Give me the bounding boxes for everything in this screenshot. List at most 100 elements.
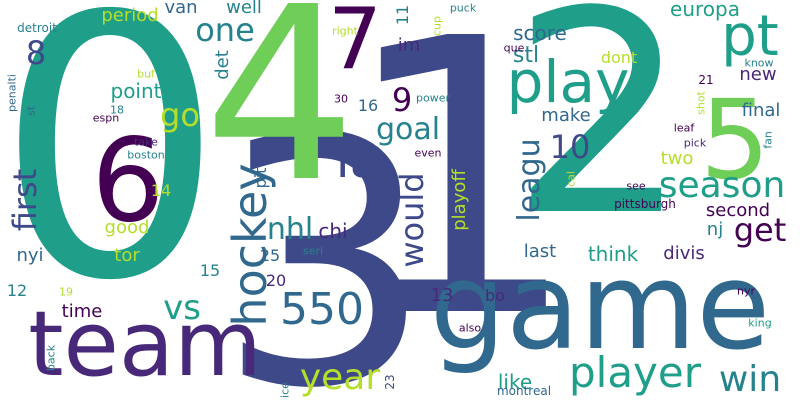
word-550: 550 <box>280 284 364 335</box>
word-3: 3 <box>216 67 434 400</box>
word-go: go <box>160 96 200 134</box>
word-europa: europa <box>670 0 740 21</box>
word-6: 6 <box>91 114 165 249</box>
word-25: 25 <box>259 246 281 265</box>
word-stl: stl <box>512 43 540 68</box>
word-new: new <box>739 64 777 85</box>
word-det: det <box>212 50 233 80</box>
word-seri: seri <box>302 244 324 258</box>
word-know: know <box>744 56 774 70</box>
word-like: like <box>497 370 533 394</box>
word-nyr: nyr <box>736 284 756 298</box>
word-15: 15 <box>199 261 221 280</box>
word-team: team <box>28 292 262 397</box>
word-fan: fan <box>761 131 775 149</box>
word-nj: nj <box>706 219 724 240</box>
word-two: two <box>660 148 694 169</box>
word-espn: espn <box>92 111 120 125</box>
word-cal: cal <box>564 171 578 187</box>
word-boston: boston <box>127 148 165 162</box>
word-leaf: leaf <box>673 121 695 135</box>
word-puck: puck <box>449 1 477 15</box>
word-divis: divis <box>663 243 705 264</box>
word-would: would <box>393 172 431 268</box>
word-get: get <box>733 211 787 249</box>
word-cup: cup <box>430 15 444 37</box>
word-tor: tor <box>114 245 140 266</box>
word-penalti: penalti <box>5 74 19 112</box>
word-montreal: montreal <box>496 384 552 398</box>
word-power: power <box>416 91 450 105</box>
word-nyi: nyi <box>16 245 44 266</box>
word-nhl: nhl <box>266 212 314 247</box>
word-que: que <box>503 41 525 55</box>
word-pick: pick <box>683 136 707 150</box>
word-period: period <box>101 5 159 26</box>
word-leagu: leagu <box>512 138 547 222</box>
word-23: 23 <box>383 374 397 390</box>
word-shot: shot <box>694 91 708 115</box>
word-30: 30 <box>334 92 348 106</box>
word-4: 4 <box>203 0 357 235</box>
word-one: one <box>195 11 255 49</box>
word-make: make <box>541 105 591 126</box>
word-back: back <box>44 344 58 372</box>
word-even: even <box>414 146 442 160</box>
word-van: van <box>164 0 198 18</box>
word-14: 14 <box>150 181 172 200</box>
word-buf: buf <box>137 67 155 81</box>
word-21: 21 <box>698 73 714 87</box>
word-7: 7 <box>327 0 383 90</box>
word-final: final <box>741 100 781 121</box>
word-2: 2 <box>510 0 690 278</box>
word-ice: ice <box>278 382 292 398</box>
word-win: win <box>718 359 782 400</box>
word-king: king <box>748 316 772 330</box>
word-12: 12 <box>6 281 28 300</box>
word-think: think <box>587 242 639 266</box>
word-5: 5 <box>700 76 770 204</box>
word-point: point <box>110 79 162 103</box>
word-im: im <box>397 35 421 56</box>
word-second: second <box>705 200 771 221</box>
word-playoff: playoff <box>449 169 470 231</box>
word-year: year <box>299 357 381 398</box>
word-see: see <box>626 179 646 193</box>
word-1: 1 <box>339 0 581 400</box>
word-9: 9 <box>391 81 413 119</box>
word-la: la <box>335 131 381 189</box>
word-last: last <box>523 241 557 262</box>
word-right: right <box>332 24 358 38</box>
word-game: game <box>429 238 771 377</box>
word-13: 13 <box>430 285 454 306</box>
word-also: also <box>458 321 482 335</box>
word-0: 0 <box>0 0 225 359</box>
word-play: play <box>506 48 630 116</box>
word-player: player <box>568 348 702 397</box>
word-season: season <box>658 165 786 206</box>
word-st: st <box>24 105 38 117</box>
word-score: score <box>513 21 567 45</box>
word-19: 19 <box>59 285 73 299</box>
word-pt: pt <box>721 4 779 69</box>
word-11: 11 <box>393 4 412 26</box>
word-10: 10 <box>549 128 591 166</box>
word-first: first <box>6 168 44 232</box>
word-pittsburgh: pittsburgh <box>614 197 676 211</box>
word-16: 16 <box>357 96 379 115</box>
word-8: 8 <box>25 34 47 72</box>
word-detroit: detroit <box>17 21 57 35</box>
word-goal: goal <box>375 112 441 147</box>
word-18: 18 <box>110 103 124 117</box>
word-time: time <box>61 301 103 322</box>
word-20: 20 <box>265 271 287 290</box>
word-pit: pit <box>251 167 270 189</box>
word-vs: vs <box>163 288 201 328</box>
word-chi: chi <box>318 219 348 243</box>
word-well: well <box>226 0 262 18</box>
word-good: good <box>104 217 150 238</box>
word-take: take <box>134 135 158 149</box>
word-dont: dont <box>600 48 638 67</box>
word-bo: bo <box>485 286 505 305</box>
